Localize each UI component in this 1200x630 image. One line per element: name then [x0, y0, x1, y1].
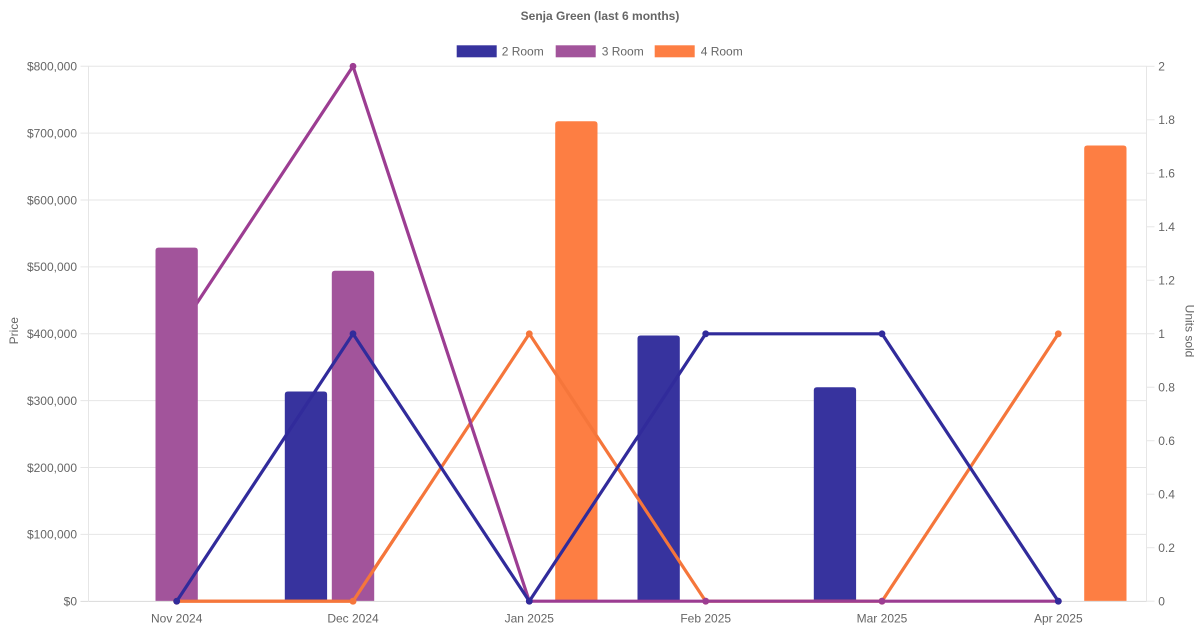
svg-text:0.8: 0.8 — [1158, 381, 1175, 395]
svg-text:1.6: 1.6 — [1158, 167, 1175, 181]
svg-text:2 Room: 2 Room — [502, 45, 544, 59]
svg-text:$100,000: $100,000 — [27, 528, 77, 542]
svg-text:Nov 2024: Nov 2024 — [151, 612, 203, 626]
svg-text:Senja Green (last 6 months): Senja Green (last 6 months) — [521, 9, 680, 23]
svg-text:3 Room: 3 Room — [602, 45, 644, 59]
svg-text:1: 1 — [1158, 327, 1165, 341]
svg-text:2: 2 — [1158, 60, 1165, 74]
svg-text:1.4: 1.4 — [1158, 220, 1175, 234]
svg-text:Apr 2025: Apr 2025 — [1034, 612, 1083, 626]
svg-text:$600,000: $600,000 — [27, 193, 77, 207]
svg-text:Mar 2025: Mar 2025 — [857, 612, 908, 626]
svg-text:$400,000: $400,000 — [27, 327, 77, 341]
svg-text:$800,000: $800,000 — [27, 60, 77, 74]
svg-text:$500,000: $500,000 — [27, 260, 77, 274]
svg-text:1.2: 1.2 — [1158, 274, 1175, 288]
svg-text:0.2: 0.2 — [1158, 541, 1175, 555]
svg-text:$0: $0 — [64, 595, 78, 609]
svg-text:$200,000: $200,000 — [27, 461, 77, 475]
svg-text:0: 0 — [1158, 595, 1165, 609]
svg-text:1.8: 1.8 — [1158, 113, 1175, 127]
svg-text:Units sold: Units sold — [1182, 305, 1196, 358]
svg-text:Dec 2024: Dec 2024 — [327, 612, 379, 626]
svg-text:0.6: 0.6 — [1158, 434, 1175, 448]
svg-text:$300,000: $300,000 — [27, 394, 77, 408]
svg-text:0.4: 0.4 — [1158, 488, 1175, 502]
svg-text:Jan 2025: Jan 2025 — [505, 612, 555, 626]
svg-text:$700,000: $700,000 — [27, 127, 77, 141]
svg-text:Price: Price — [7, 317, 21, 345]
svg-text:4 Room: 4 Room — [701, 45, 743, 59]
svg-text:Feb 2025: Feb 2025 — [680, 612, 731, 626]
